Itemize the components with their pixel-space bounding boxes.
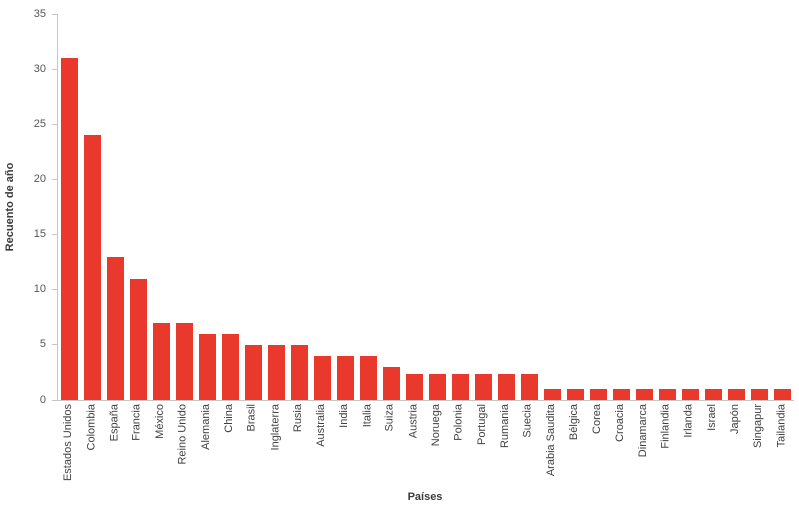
bar-finlandia: [659, 389, 676, 400]
y-tick-mark: [52, 68, 57, 70]
y-tick-label: 0: [39, 393, 46, 406]
x-tick-label-suiza: Suiza: [384, 404, 396, 432]
bar-arabia-saudita: [544, 389, 561, 400]
bar-belgica: [567, 389, 584, 400]
x-tick-label-portugal: Portugal: [476, 404, 488, 445]
bar-rusia: [291, 344, 308, 400]
bar-alemania: [199, 333, 216, 400]
x-axis-title: Países: [407, 491, 443, 503]
y-axis: 0 5 10 15 20 25 30 35: [0, 0, 57, 512]
x-tick-label-finlandia: Finlandia: [660, 404, 672, 449]
y-tick-mark: [52, 399, 57, 401]
bar-suiza: [383, 366, 400, 400]
bar-suecia: [521, 373, 538, 400]
x-tick-label-rumania: Rumania: [499, 404, 511, 449]
bar-portugal: [475, 373, 492, 400]
y-tick-label: 25: [33, 117, 46, 130]
x-tick-label-corea: Corea: [591, 404, 603, 434]
y-tick-mark: [52, 13, 57, 15]
x-tick-label-singapur: Singapur: [752, 404, 764, 449]
x-tick-label-brasil: Brasil: [246, 404, 258, 432]
y-tick-label: 15: [33, 228, 46, 241]
x-tick-label-noruega: Noruega: [430, 404, 442, 447]
y-tick-label: 35: [33, 7, 46, 20]
bar-irlanda: [682, 389, 699, 400]
y-tick-mark: [52, 234, 57, 236]
bar-tailandia: [774, 389, 791, 400]
bar-inglaterra: [268, 344, 285, 400]
x-tick-label-dinamarca: Dinamarca: [637, 404, 649, 458]
x-tick-label-israel: Israel: [706, 404, 718, 431]
x-tick-label-belgica: Bélgica: [568, 404, 580, 441]
x-tick-label-india: India: [338, 404, 350, 428]
bar-japon: [728, 389, 745, 400]
x-tick-label-japon: Japón: [729, 404, 741, 434]
y-tick-mark: [52, 344, 57, 346]
x-tick-label-italia: Italia: [361, 404, 373, 428]
bar-austria: [406, 373, 423, 400]
x-tick-label-inglaterra: Inglaterra: [269, 404, 281, 451]
bar-corea: [590, 389, 607, 400]
x-tick-label-irlanda: Irlanda: [683, 404, 695, 438]
bar-noruega: [429, 373, 446, 400]
bar-croacia: [613, 389, 630, 400]
y-tick-mark: [52, 123, 57, 125]
bar-colombia: [84, 135, 101, 400]
y-tick-mark: [52, 289, 57, 291]
x-tick-label-tailandia: Tailandia: [775, 404, 787, 448]
x-tick-label-rusia: Rusia: [292, 404, 304, 433]
x-axis-labels: Estados Unidos Colombia España Francia Méxic…: [57, 401, 793, 491]
bar-estados-unidos: [61, 58, 78, 400]
bar-rumania: [498, 373, 515, 400]
x-tick-label-alemania: Alemania: [200, 404, 212, 450]
bar-francia: [130, 278, 147, 400]
x-tick-label-colombia: Colombia: [85, 404, 97, 451]
x-tick-label-arabia-saudita: Arabia Saudita: [545, 404, 557, 477]
x-tick-label-espana: España: [108, 404, 120, 442]
x-tick-label-francia: Francia: [131, 404, 143, 441]
bar-polonia: [452, 373, 469, 400]
bar-reino-unido: [176, 322, 193, 400]
plot-area: [57, 14, 794, 401]
bar-brasil: [245, 344, 262, 400]
bar-china: [222, 333, 239, 400]
x-tick-label-china: China: [223, 404, 235, 433]
x-tick-label-mexico: México: [154, 404, 166, 439]
x-tick-label-estados-unidos: Estados Unidos: [62, 404, 74, 482]
bar-italia: [360, 355, 377, 400]
x-tick-label-austria: Austria: [407, 404, 419, 439]
bar-india: [337, 355, 354, 400]
bar-mexico: [153, 322, 170, 400]
x-tick-label-croacia: Croacia: [614, 404, 626, 442]
y-tick-label: 5: [39, 338, 46, 351]
bar-israel: [705, 389, 722, 400]
y-tick-label: 20: [33, 172, 46, 185]
x-tick-label-reino-unido: Reino Unido: [177, 404, 189, 465]
bar-dinamarca: [636, 389, 653, 400]
bar-espana: [107, 256, 124, 400]
bar-singapur: [751, 389, 768, 400]
bar-australia: [314, 355, 331, 400]
x-tick-label-suecia: Suecia: [522, 404, 534, 438]
x-tick-label-polonia: Polonia: [453, 404, 465, 441]
y-tick-label: 30: [33, 62, 46, 75]
y-tick-mark: [52, 178, 57, 180]
y-tick-label: 10: [33, 283, 46, 296]
x-tick-label-australia: Australia: [315, 404, 327, 447]
